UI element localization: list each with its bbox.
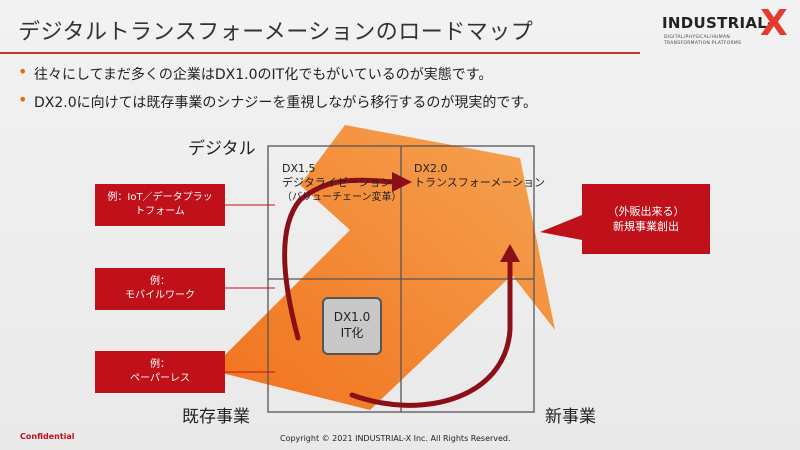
example-box-iot-line-1: 例：IoT／データプラッ [107,192,213,203]
logo-x-mark: X [760,3,788,44]
logo-tagline-2: TRANSFORMATION PLATFORMS [664,41,742,46]
new-business-box: （外販出来る） 新規事業創出 [582,184,710,254]
example-box-paperless-line-2: ペーパーレス [130,373,190,384]
example-box-iot: 例：IoT／データプラッ トフォーム [95,184,225,226]
example-box-paperless-line-1: 例： [150,359,170,370]
axis-label-existing-business: 既存事業 [182,407,250,427]
title-underline [0,52,640,54]
bullet-list: 往々にしてまだ多くの企業はDX1.0のIT化でもがいているのが実態です。 DX2… [18,64,537,120]
example-box-paperless: 例： ペーパーレス [95,351,225,393]
slide-title: デジタルトランスフォーメーションのロードマップ [18,20,534,45]
arrowhead-right-path [500,244,520,262]
example-box-mobile-line-1: 例： [150,276,170,287]
bullet-item-1: 往々にしてまだ多くの企業はDX1.0のIT化でもがいているのが実態です。 [18,64,537,84]
dx15-title: DX1.5 [282,162,316,175]
axis-label-digital: デジタル [188,139,256,159]
dx20-title: DX2.0 [414,162,448,175]
path-arrow-bottom-right [349,259,513,408]
path-arrow-up-left [282,177,398,341]
right-box-pointer-triangle [540,215,582,240]
company-logo: INDUSTRIAL- X DIGITAL/PHYSICAL/HUMAN TRA… [660,3,790,54]
dx10-title: DX1.0 [333,310,371,325]
dx15-line-1: デジタライゼーション [282,176,392,190]
example-box-mobile-line-2: モバイルワーク [125,290,195,301]
bullet-item-2: DX2.0に向けては既存事業のシナジーを重視しながら移行するのが現実的です。 [18,92,537,112]
new-business-line-2: 新規事業創出 [613,220,679,233]
logo-tagline-1: DIGITAL/PHYSICAL/HUMAN [664,35,730,40]
example-box-iot-line-2: トフォーム [135,206,185,217]
dx10-subtitle: IT化 [340,326,364,340]
dx10-box: DX1.0 IT化 [322,297,382,355]
logo-name: INDUSTRIAL- [662,14,774,32]
quadrant-dx20: DX2.0 トランスフォーメーション [414,162,545,191]
confidential-label: Confidential [20,432,75,441]
copyright-notice: Copyright © 2021 INDUSTRIAL-X Inc. All R… [280,434,511,443]
example-box-mobile: 例： モバイルワーク [95,268,225,310]
quadrant-dx15: DX1.5 デジタライゼーション （バリューチェーン変革） [282,162,402,204]
dx15-line-2: （バリューチェーン変革） [282,191,402,203]
axis-label-new-business: 新事業 [545,407,596,427]
new-business-line-1: （外販出来る） [607,204,685,218]
arrowhead-left-path [392,172,412,192]
dx20-line-1: トランスフォーメーション [414,176,546,190]
